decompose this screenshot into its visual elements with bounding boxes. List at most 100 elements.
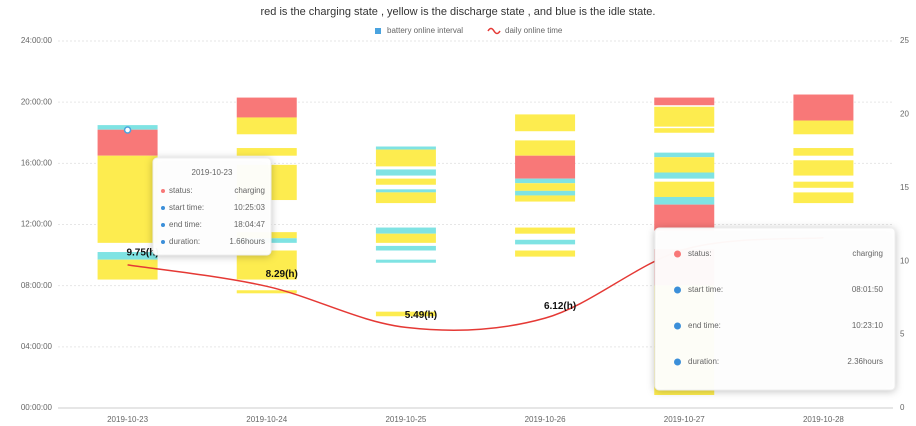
tooltip-value: 10:23:10 [852,321,884,330]
interval-bar [375,233,436,243]
interval-bar [375,169,436,176]
tooltip-dot [674,286,681,294]
x-tick-label: 2019-10-23 [107,415,148,424]
y2-tick-label: 5 [900,330,905,339]
x-tick-label: 2019-10-28 [803,415,844,424]
tooltip-value: 10:25:03 [234,203,266,212]
tooltip-value: 08:01:50 [852,285,884,294]
interval-bar [654,97,715,106]
tooltip-dot [161,189,165,193]
y-tick-label: 20:00:00 [21,97,53,106]
y2-tick-label: 10 [900,256,909,265]
tooltip-key: end time: [688,321,721,330]
y2-tick-label: 15 [900,183,909,192]
interval-bar [654,128,715,133]
tooltip-box [152,157,272,256]
interval-bar [793,181,854,188]
data-label: 8.29(h) [266,269,298,280]
tooltip-title: 2019-10-23 [192,168,233,177]
interval-bar [515,140,576,156]
tooltip-key: start time: [169,203,204,212]
interval-bar [515,239,576,245]
legend-label: battery online interval [387,26,463,35]
interval-bar [793,192,854,204]
interval-bar [654,204,715,231]
y-tick-label: 08:00:00 [21,281,53,290]
interval-bar [375,311,436,317]
interval-bar [515,190,576,196]
interval-bar [515,250,576,257]
data-label: 5.49(h) [405,310,437,321]
chart-title: red is the charging state , yellow is th… [260,6,655,18]
interval-bar [793,94,854,121]
interval-bar [236,290,297,294]
tooltip-value: 2.36hours [847,357,883,366]
interval-bar [654,181,715,197]
tooltip-dot [674,250,681,258]
tooltip-dot [161,206,165,210]
tooltip-dot [674,358,681,366]
x-tick-label: 2019-10-24 [246,415,287,424]
tooltip-value: charging [234,186,265,195]
tooltip: 2019-10-23 status: charging start time: 10:2… [152,157,272,256]
interval-bar [515,155,576,179]
interval-bar [375,189,436,193]
x-tick-label: 2019-10-26 [525,415,566,424]
interval-bar [236,148,297,156]
tooltip-dot [161,240,165,244]
interval-bar [97,252,158,260]
interval-bar [375,146,436,150]
y-tick-label: 00:00:00 [21,403,53,412]
tooltip-key: duration: [688,357,719,366]
interval-bar [375,227,436,234]
interval-bar [236,97,297,118]
legend-swatch [375,28,381,34]
interval-bar [515,114,576,132]
interval-bar [654,196,715,205]
tooltip-value: charging [852,249,883,258]
y-tick-label: 16:00:00 [21,158,53,167]
interval-bar [654,157,715,173]
interval-bar [375,178,436,185]
interval-bar [236,117,297,135]
data-label: 6.12(h) [544,301,576,312]
interval-bar [375,245,436,251]
interval-bar [375,149,436,167]
y-tick-label: 24:00:00 [21,36,53,45]
tooltip-key: status: [688,249,712,258]
tooltip-dot [161,223,165,227]
y-tick-label: 12:00:00 [21,220,53,229]
tooltip-value: 1.66hours [229,237,265,246]
interval-bar [654,106,715,127]
y-tick-label: 04:00:00 [21,342,53,351]
y2-tick-label: 0 [900,403,905,412]
interval-bar [515,178,576,184]
interval-bar [375,192,436,204]
tooltip-key: start time: [688,285,723,294]
legend-swatch [487,27,501,35]
interval-bar [793,160,854,176]
tooltip-box [654,227,896,391]
interval-bar [97,129,158,156]
interval-bar [97,259,158,280]
x-tick-label: 2019-10-25 [385,415,426,424]
interval-bar [515,227,576,234]
tooltip: status: charging start time: 08:01:50 end ti… [654,227,896,391]
y2-tick-label: 25 [900,36,909,45]
data-label: 9.75(h) [126,248,158,259]
interval-bar [375,259,436,263]
interval-bar [97,155,158,243]
interval-bar [793,148,854,156]
tooltip-key: status: [169,186,193,195]
x-tick-label: 2019-10-27 [664,415,705,424]
interval-bar [654,172,715,179]
interval-bar [515,195,576,202]
interval-bar [654,152,715,158]
tooltip-value: 18:04:47 [234,220,266,229]
interval-bar [515,183,576,191]
tooltip-dot [674,322,681,330]
tooltip-key: duration: [169,237,200,246]
legend-label: daily online time [505,26,563,35]
tooltip-key: end time: [169,220,202,229]
